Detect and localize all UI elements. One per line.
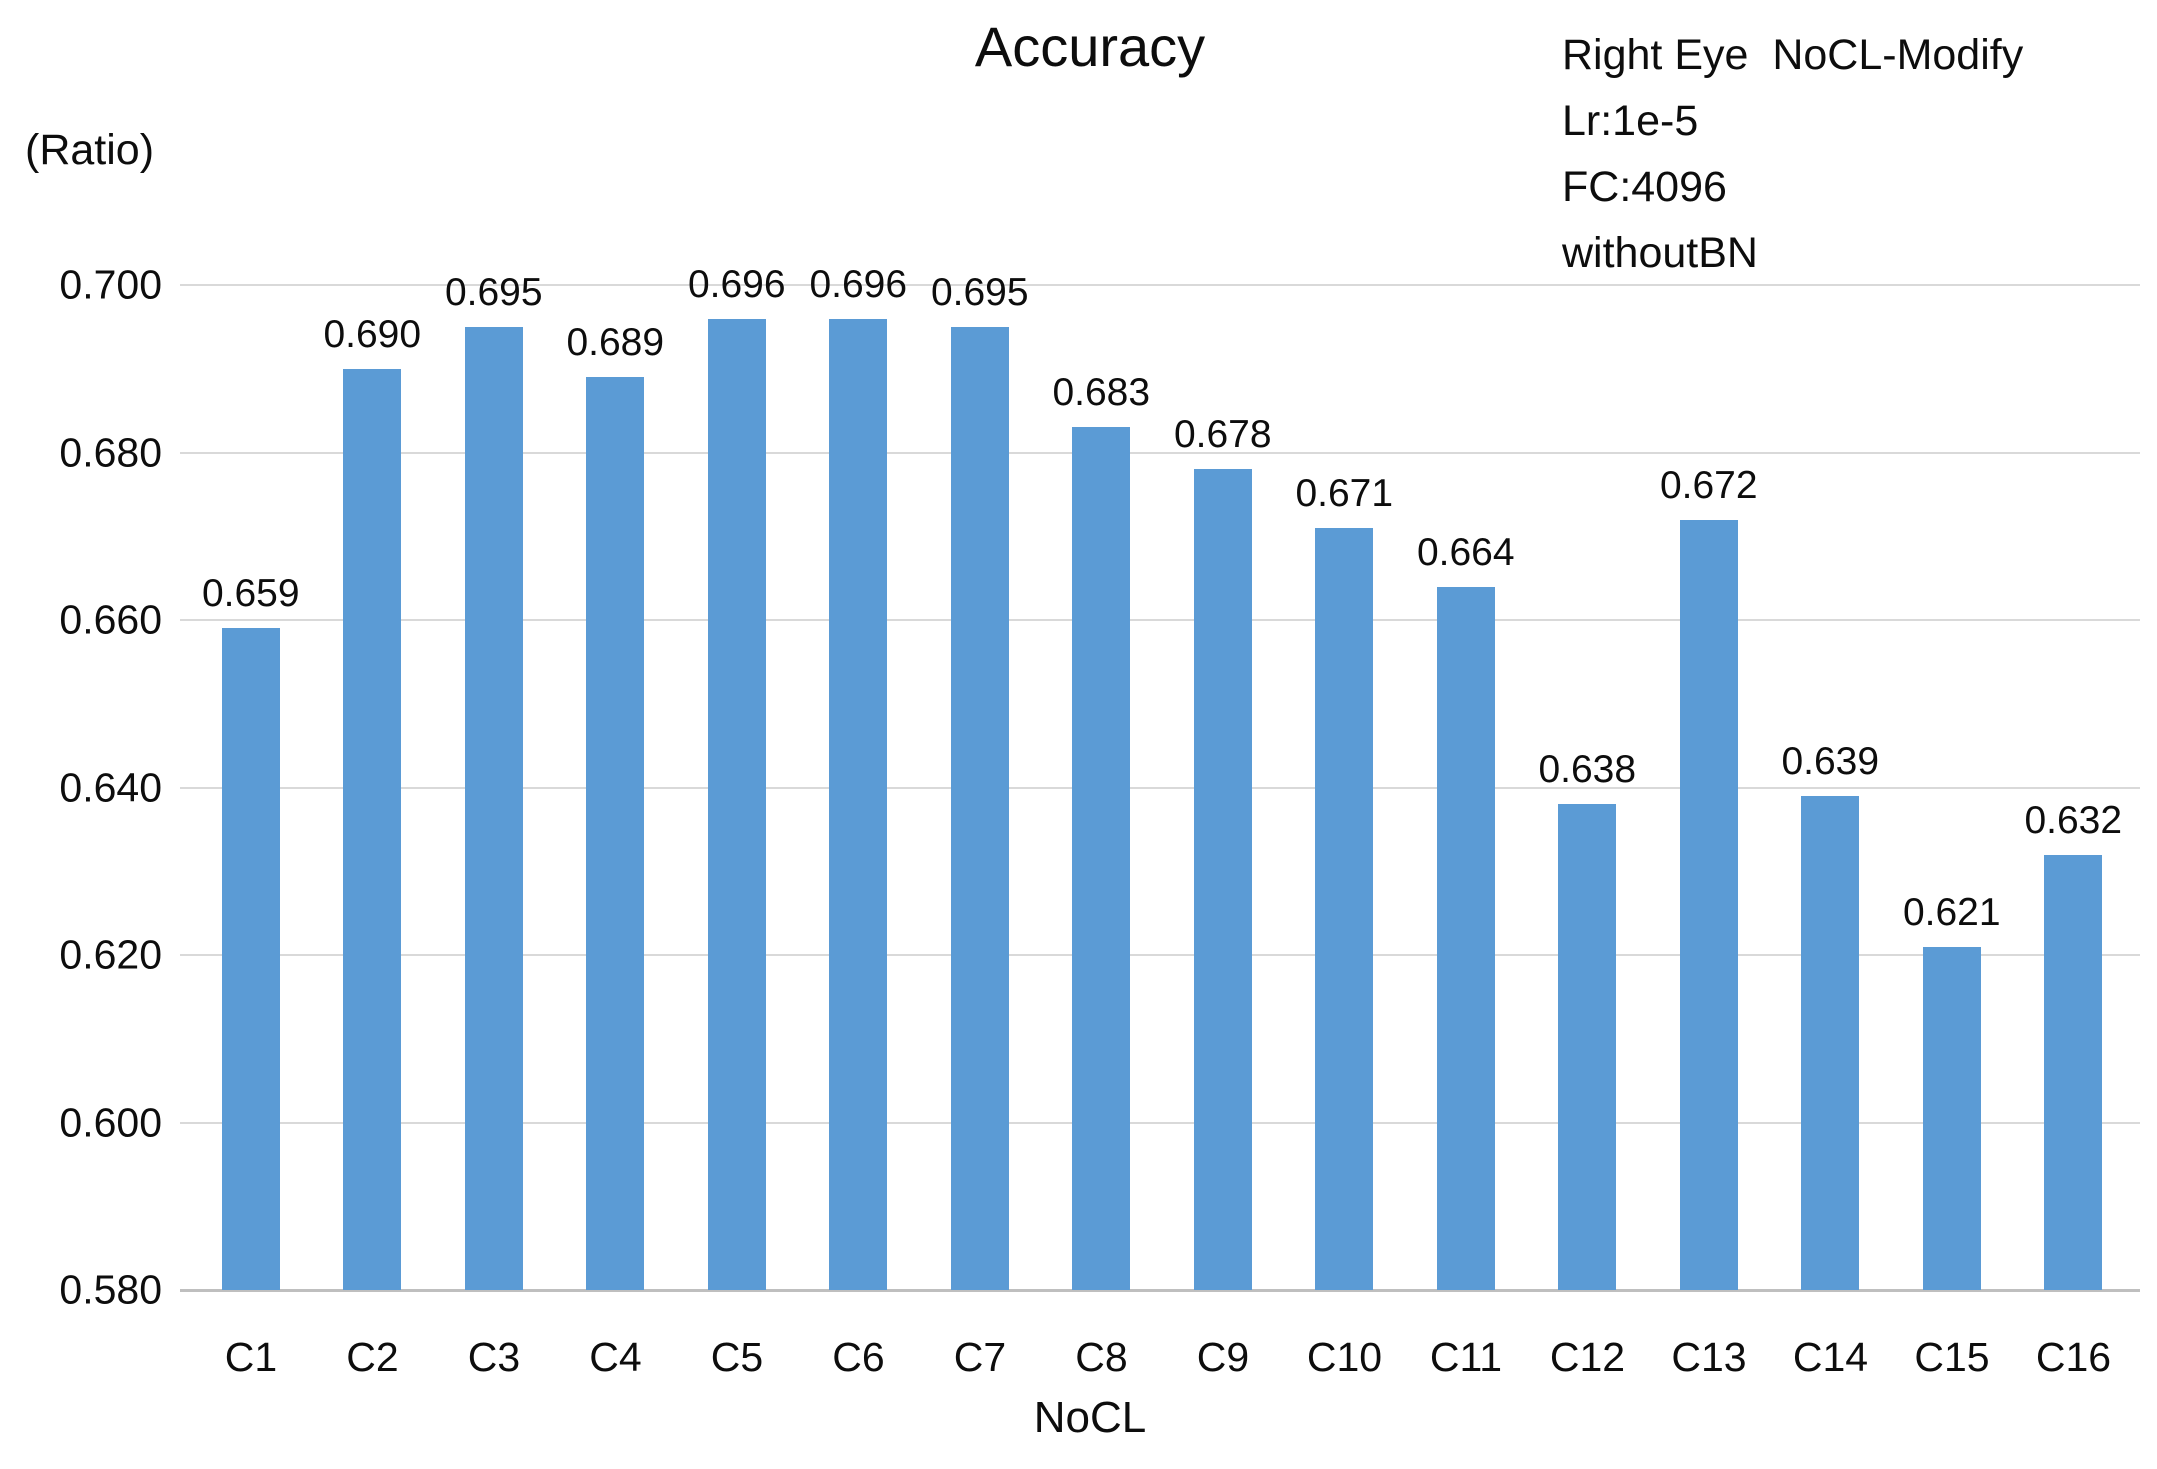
x-tick-label-C4: C4 xyxy=(589,1334,642,1380)
annotation-line-3: FC:4096 xyxy=(1562,163,1727,211)
bar-C10 xyxy=(1315,527,1374,1290)
x-tick-label-C3: C3 xyxy=(467,1334,521,1380)
y-tick-label: 0.680 xyxy=(59,429,162,475)
value-label-C7: 0.695 xyxy=(930,270,1029,314)
bar-C5 xyxy=(707,318,766,1290)
x-tick-label-C2: C2 xyxy=(346,1334,399,1380)
value-label-C6: 0.696 xyxy=(809,262,908,306)
x-tick-label-C7: C7 xyxy=(953,1334,1007,1380)
value-label-C4: 0.689 xyxy=(566,321,665,365)
y-axis-unit-label: (Ratio) xyxy=(25,126,155,174)
bar-C15 xyxy=(1922,946,1981,1290)
bar-C3 xyxy=(464,326,523,1290)
value-label-C13: 0.672 xyxy=(1659,463,1758,507)
x-tick-label-C9: C9 xyxy=(1196,1334,1250,1380)
value-label-C15: 0.621 xyxy=(1902,890,2001,934)
bar-C7 xyxy=(950,326,1009,1290)
gridline xyxy=(180,619,2140,621)
x-tick-label-C6: C6 xyxy=(832,1334,885,1380)
annotation-line-4: withoutBN xyxy=(1562,229,1758,277)
value-label-C1: 0.659 xyxy=(201,572,300,616)
gridline xyxy=(180,284,2140,286)
x-tick-label-C14: C14 xyxy=(1792,1334,1869,1380)
bar-C6 xyxy=(829,318,888,1290)
plot-area: 0.700 0.680 0.660 0.640 0.620 0.600 0.580 0.659… xyxy=(59,262,2140,1380)
bar-C1 xyxy=(221,628,280,1290)
y-tick-label: 0.660 xyxy=(59,596,162,643)
x-tick-label-C12: C12 xyxy=(1549,1334,1626,1380)
x-tick-label-C10: C10 xyxy=(1306,1334,1383,1380)
gridline xyxy=(180,1121,2140,1124)
value-label-C10: 0.671 xyxy=(1295,471,1394,515)
bar-C11 xyxy=(1436,586,1495,1290)
value-label-C14: 0.639 xyxy=(1781,739,1880,783)
x-tick-label-C13: C13 xyxy=(1671,1334,1747,1380)
x-tick-label-C5: C5 xyxy=(710,1334,764,1380)
bar-C13 xyxy=(1679,519,1738,1290)
chart-title: Accuracy xyxy=(974,15,1206,78)
bar-C9 xyxy=(1193,469,1252,1290)
value-label-C11: 0.664 xyxy=(1416,530,1515,574)
value-label-C16: 0.632 xyxy=(2024,798,2123,842)
value-label-C9: 0.678 xyxy=(1173,413,1272,457)
bar-C8 xyxy=(1072,427,1131,1290)
gridline xyxy=(180,786,2140,789)
y-tick-label: 0.620 xyxy=(59,931,162,978)
bar-C16 xyxy=(2044,854,2103,1290)
value-label-C12: 0.638 xyxy=(1538,748,1637,792)
bar-C12 xyxy=(1558,804,1617,1290)
x-axis-title: NoCL xyxy=(1033,1393,1147,1442)
annotation-line-1: Right Eye NoCL-Modify xyxy=(1562,31,2024,79)
y-tick-label: 0.700 xyxy=(59,261,162,308)
x-axis-line xyxy=(180,1289,2140,1292)
value-label-C8: 0.683 xyxy=(1052,371,1151,415)
x-tick-label-C8: C8 xyxy=(1075,1334,1128,1380)
chart-annotation: Right Eye NoCL-Modify Lr:1e-5 FC:4096 wi… xyxy=(1562,22,2023,286)
value-label-C3: 0.695 xyxy=(444,270,543,314)
bar-C14 xyxy=(1801,795,1860,1290)
x-tick-label-C11: C11 xyxy=(1429,1334,1503,1380)
y-tick-label: 0.640 xyxy=(59,764,162,810)
y-tick-label: 0.600 xyxy=(59,1099,162,1145)
x-tick-label-C16: C16 xyxy=(2035,1334,2112,1380)
gridline xyxy=(180,451,2140,454)
x-tick-label-C15: C15 xyxy=(1914,1334,1990,1380)
value-label-C5: 0.696 xyxy=(687,262,786,306)
y-tick-label: 0.580 xyxy=(59,1266,162,1313)
gridline xyxy=(180,954,2140,956)
bar-C2 xyxy=(343,368,402,1290)
annotation-line-2: Lr:1e-5 xyxy=(1562,97,1699,145)
value-label-C2: 0.690 xyxy=(323,312,422,356)
x-tick-label-C1: C1 xyxy=(224,1334,278,1380)
bar-C4 xyxy=(586,377,645,1290)
